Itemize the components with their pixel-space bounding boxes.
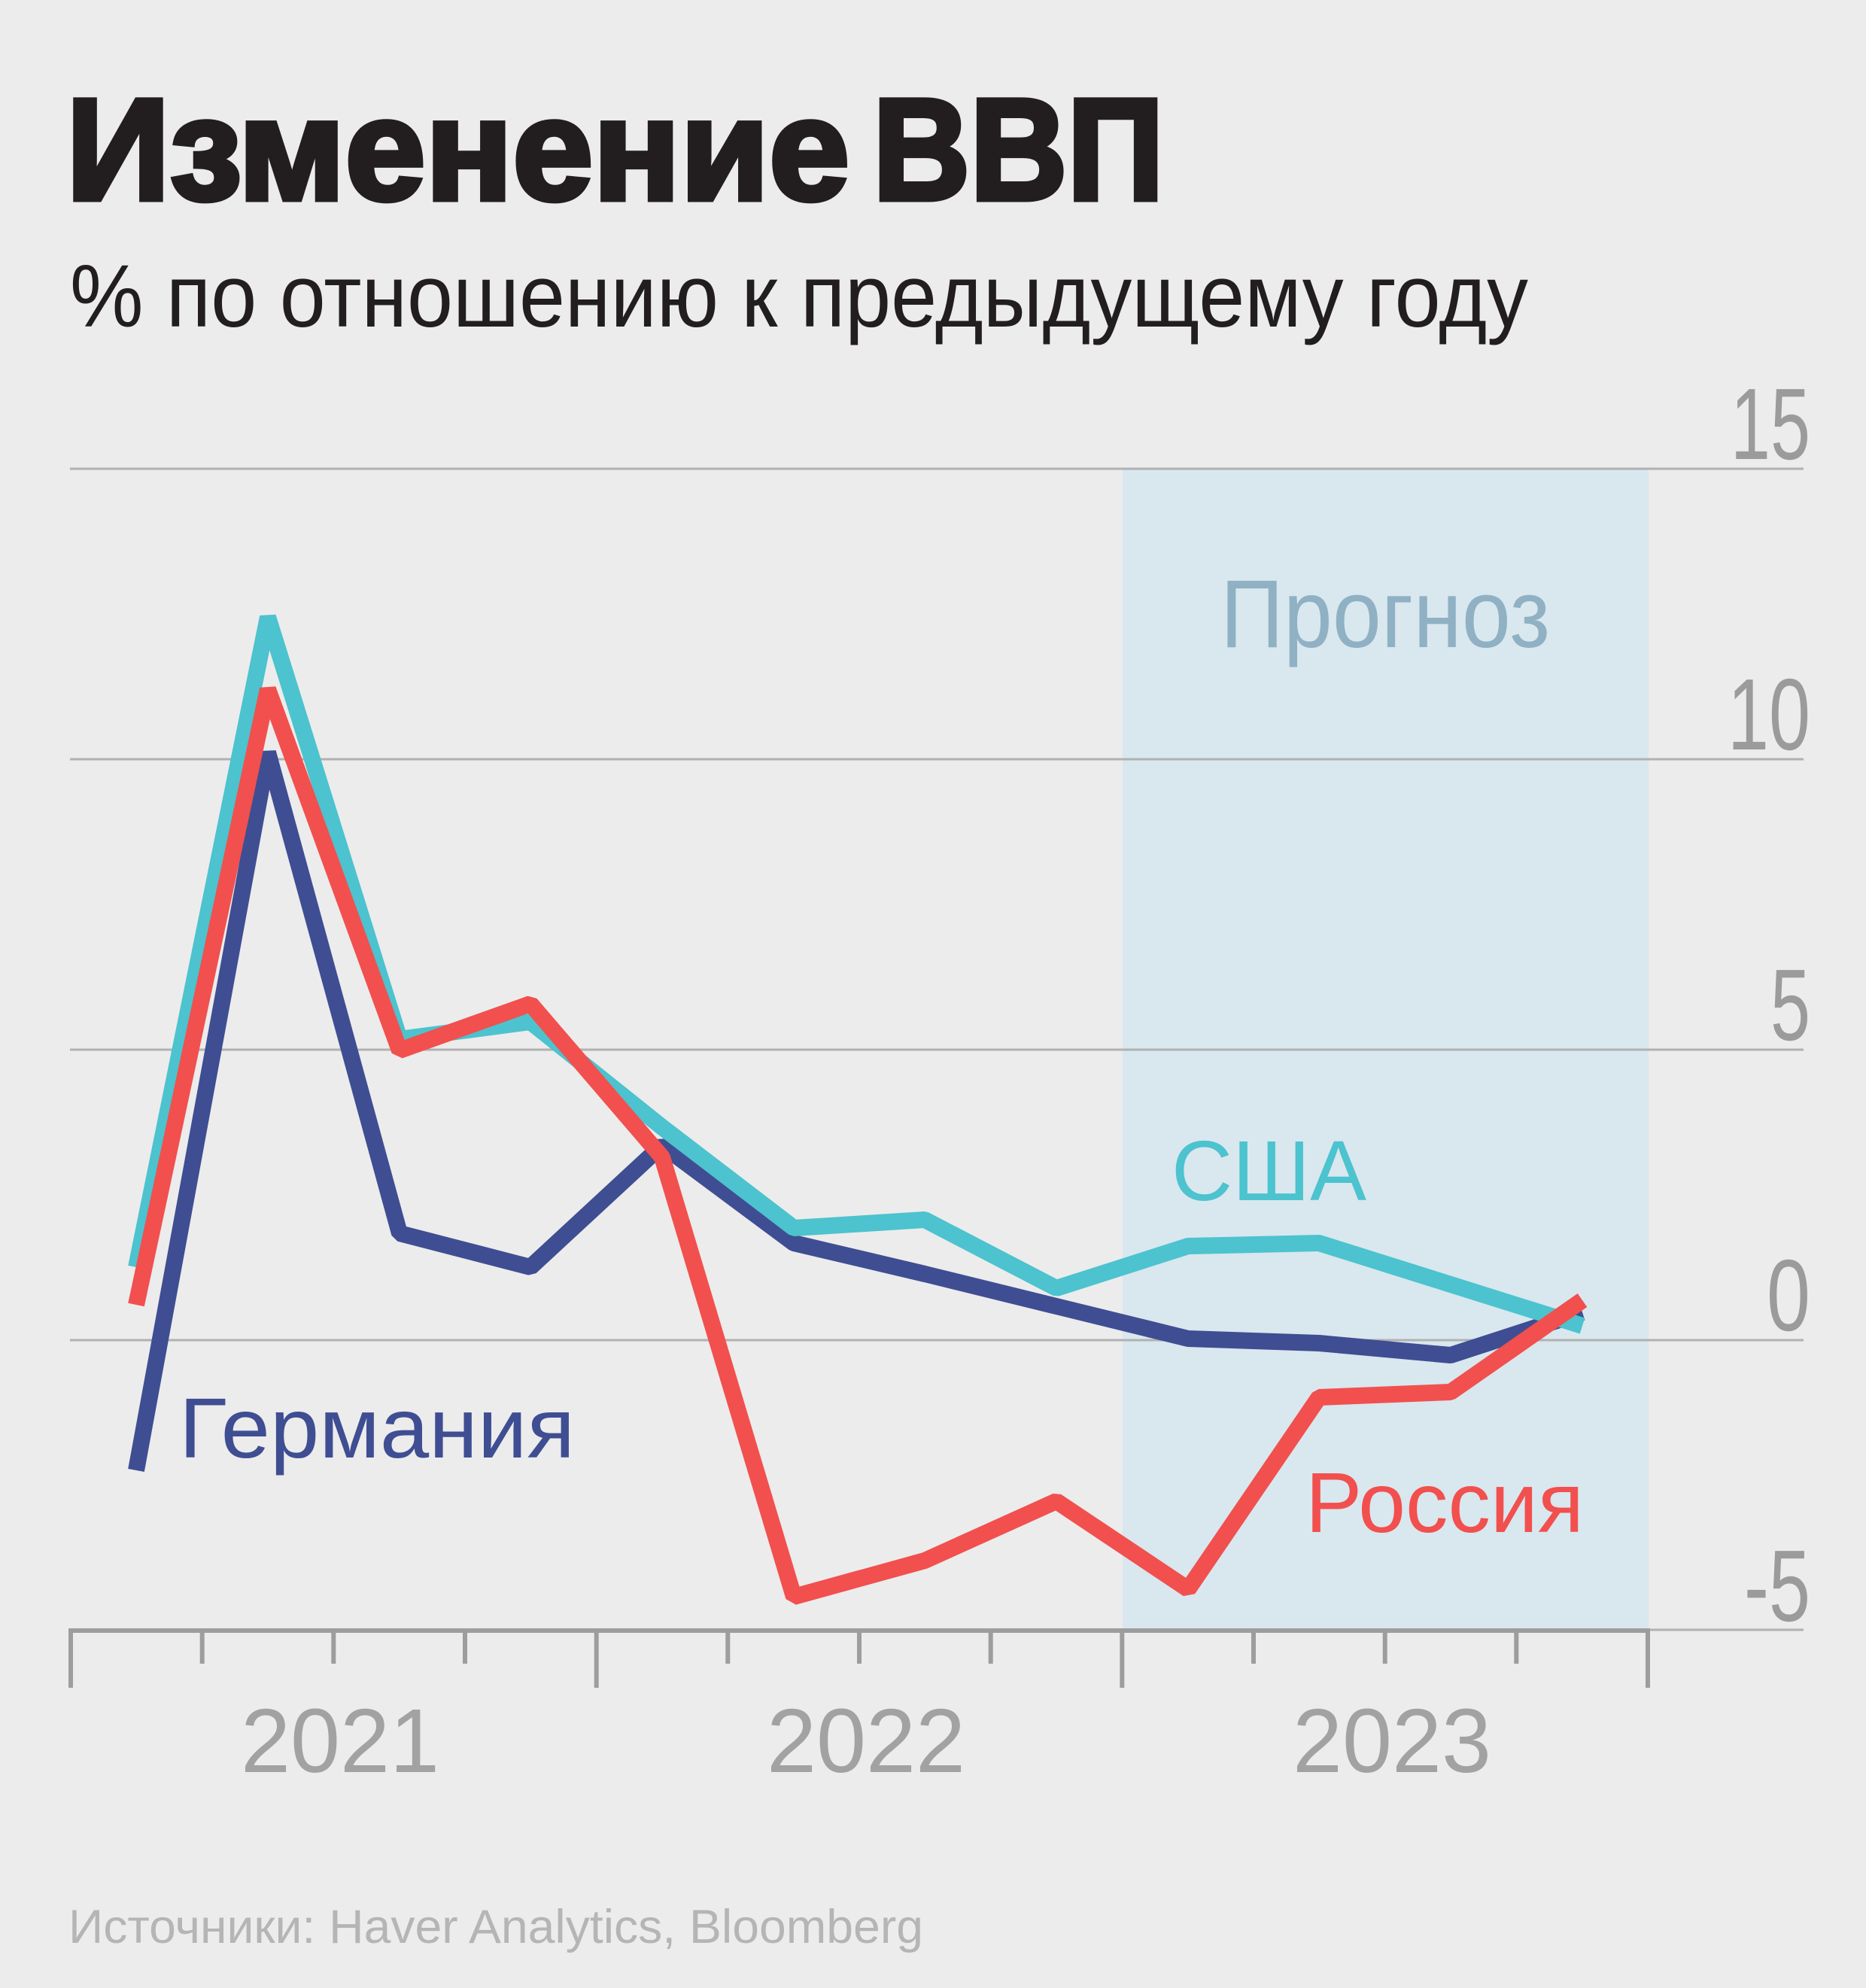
svg-text:Изменение: Изменение [66, 68, 849, 230]
svg-text:2021: 2021 [241, 1689, 439, 1792]
svg-text:10: 10 [1728, 658, 1810, 771]
svg-text:5: 5 [1770, 948, 1810, 1062]
svg-text:2022: 2022 [767, 1689, 965, 1792]
svg-text:Россия: Россия [1305, 1455, 1584, 1550]
svg-text:-5: -5 [1744, 1529, 1810, 1643]
svg-text:ВВП: ВВП [873, 68, 1164, 230]
svg-text:Источники: Haver Analytics, Bl: Источники: Haver Analytics, Bloomberg [68, 1901, 923, 1953]
svg-text:0: 0 [1767, 1239, 1810, 1352]
svg-text:Германия: Германия [179, 1381, 575, 1476]
svg-text:15: 15 [1731, 367, 1810, 481]
svg-text:США: США [1172, 1123, 1367, 1218]
svg-text:2023: 2023 [1293, 1689, 1491, 1792]
svg-text:Прогноз: Прогноз [1220, 561, 1550, 668]
svg-text:% по отношению к предыдущему г: % по отношению к предыдущему году [70, 247, 1528, 346]
